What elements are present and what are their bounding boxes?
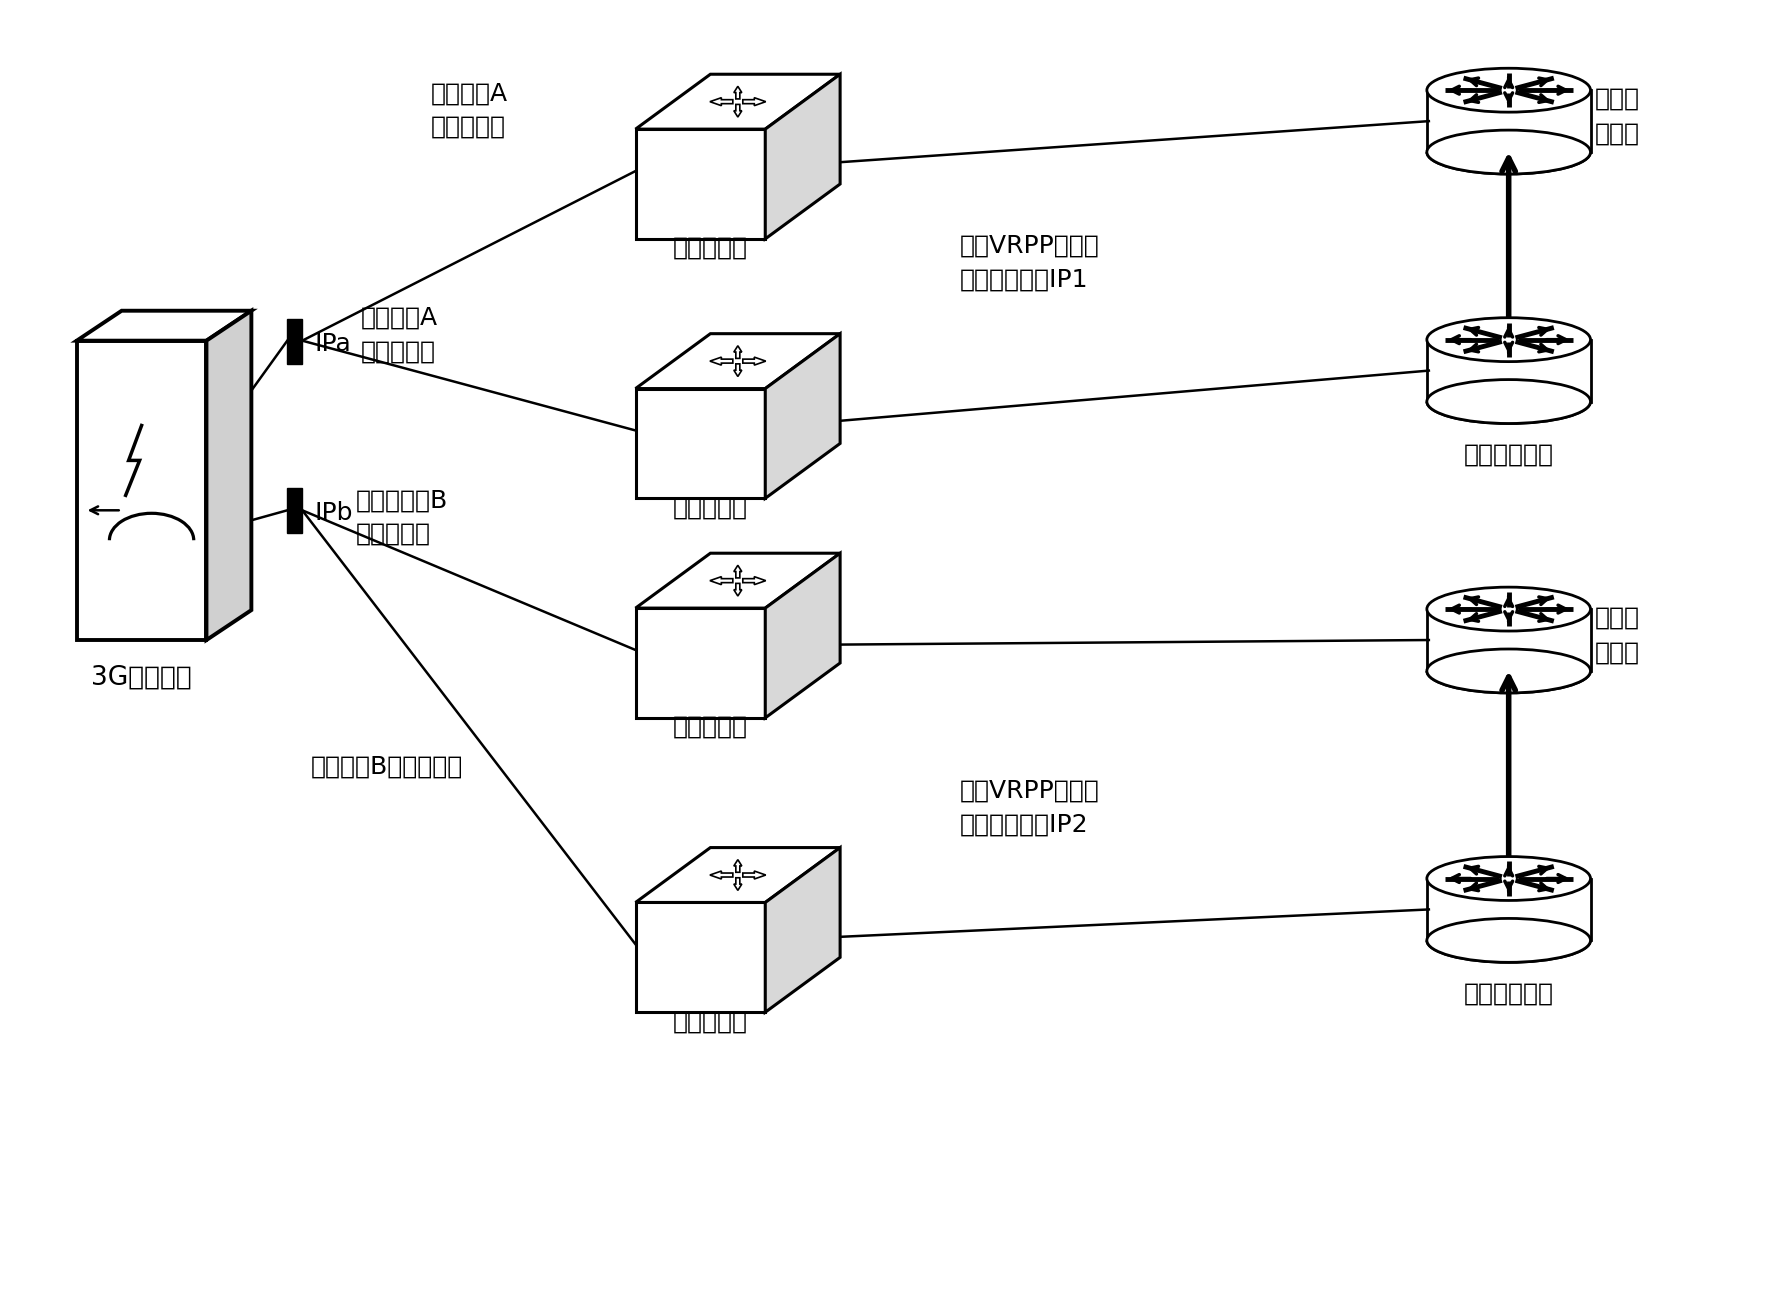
Ellipse shape <box>1426 648 1590 693</box>
Polygon shape <box>710 98 734 105</box>
Ellipse shape <box>1426 587 1590 631</box>
Text: 主接口板A
的出向链路: 主接口板A 的出向链路 <box>430 81 509 139</box>
Polygon shape <box>635 902 766 1012</box>
Polygon shape <box>710 871 734 879</box>
Polygon shape <box>710 577 734 585</box>
Polygon shape <box>766 848 841 1012</box>
Polygon shape <box>77 341 207 641</box>
Polygon shape <box>635 129 766 238</box>
Polygon shape <box>734 565 743 578</box>
Polygon shape <box>635 388 766 499</box>
Polygon shape <box>766 333 841 499</box>
Text: 运行VRPP对网元
提供一个虚拟IP2: 运行VRPP对网元 提供一个虚拟IP2 <box>960 779 1100 836</box>
Polygon shape <box>635 333 841 388</box>
Polygon shape <box>635 74 841 129</box>
Ellipse shape <box>1426 380 1590 423</box>
Polygon shape <box>743 98 766 105</box>
Text: 二层交换机: 二层交换机 <box>673 495 748 519</box>
Bar <box>287 319 302 363</box>
Polygon shape <box>635 553 841 608</box>
Polygon shape <box>710 357 734 365</box>
Polygon shape <box>734 583 743 596</box>
Ellipse shape <box>1426 68 1590 112</box>
Ellipse shape <box>1426 918 1590 962</box>
Text: 3G设备网元: 3G设备网元 <box>91 665 193 691</box>
Text: 承载网
路由器: 承载网 路由器 <box>1594 86 1639 146</box>
Polygon shape <box>734 859 743 872</box>
Polygon shape <box>207 311 252 641</box>
Text: 二层交换机: 二层交换机 <box>673 715 748 738</box>
Polygon shape <box>743 871 766 879</box>
Ellipse shape <box>1426 130 1590 174</box>
Polygon shape <box>734 878 743 891</box>
Text: 二层交换机: 二层交换机 <box>673 236 748 260</box>
Polygon shape <box>766 74 841 238</box>
Polygon shape <box>635 848 841 902</box>
Ellipse shape <box>1426 318 1590 362</box>
Text: 备接口板A
的出向链路: 备接口板A 的出向链路 <box>361 306 439 363</box>
Polygon shape <box>734 346 743 358</box>
Polygon shape <box>734 363 743 376</box>
Text: IPa: IPa <box>314 332 352 355</box>
Polygon shape <box>635 608 766 717</box>
Text: 承载网
路由器: 承载网 路由器 <box>1594 605 1639 665</box>
Bar <box>287 488 302 534</box>
Polygon shape <box>77 311 252 341</box>
Text: IPb: IPb <box>314 501 353 525</box>
Text: 承载网路由器: 承载网路由器 <box>1464 982 1553 1005</box>
Text: 主用接口板B
的出向链路: 主用接口板B 的出向链路 <box>357 488 448 546</box>
Polygon shape <box>734 104 743 117</box>
Text: 承载网路由器: 承载网路由器 <box>1464 443 1553 466</box>
Ellipse shape <box>1426 857 1590 901</box>
Polygon shape <box>766 553 841 717</box>
Polygon shape <box>743 357 766 365</box>
Polygon shape <box>734 86 743 99</box>
Text: 备接口板B的出向链路: 备接口板B的出向链路 <box>311 755 464 779</box>
Text: 二层交换机: 二层交换机 <box>673 1009 748 1034</box>
Polygon shape <box>743 577 766 585</box>
Text: 运行VRPP对网元
提供一个虚拟IP1: 运行VRPP对网元 提供一个虚拟IP1 <box>960 234 1100 292</box>
